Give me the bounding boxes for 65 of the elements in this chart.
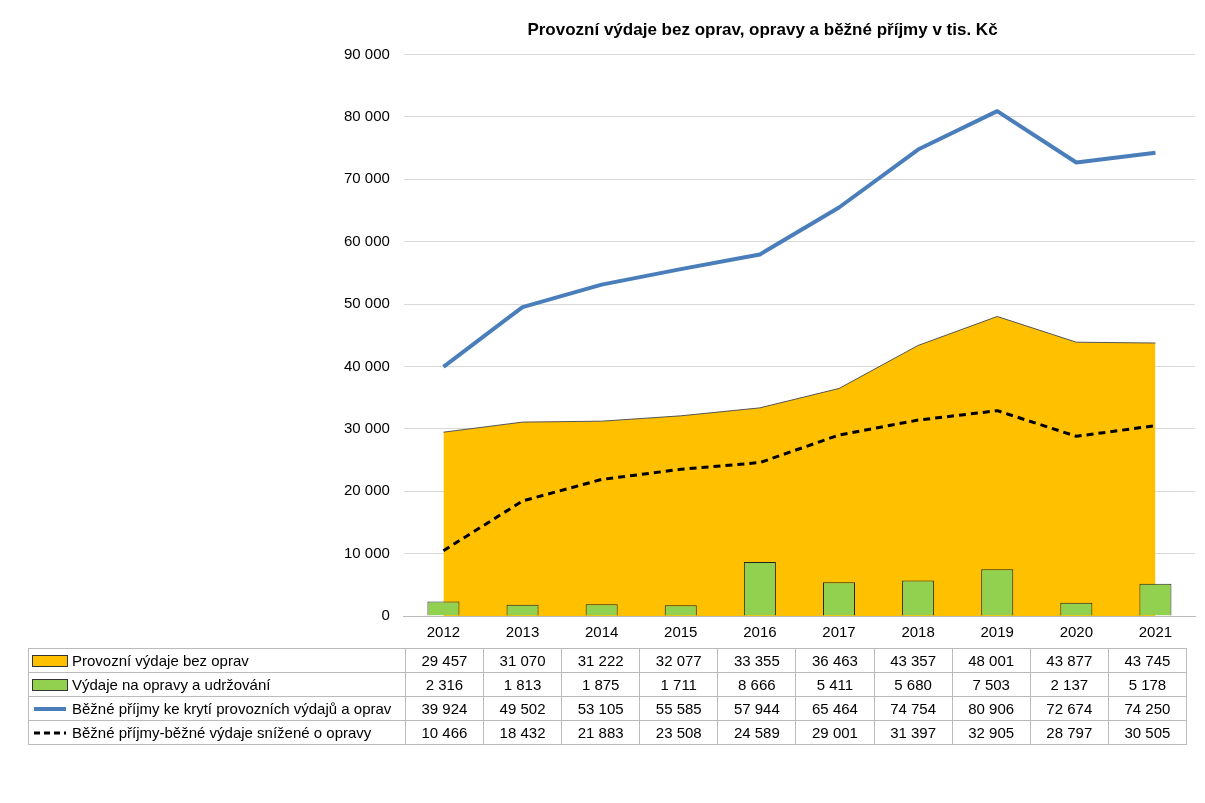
x-tick-label: 2014: [584, 623, 619, 641]
x-tick-label: 2013: [505, 623, 540, 641]
data-label: 43 745: [1108, 648, 1187, 673]
x-tick-label: 2017: [822, 623, 856, 641]
data-label: 29 457: [405, 648, 484, 673]
data-label: 30 505: [1108, 720, 1187, 745]
data-label: 48 001: [952, 648, 1031, 673]
data-label: 72 674: [1030, 696, 1109, 721]
data-label: 74 250: [1108, 696, 1187, 721]
y-tick-label: 60 000: [343, 231, 390, 249]
data-label: 80 906: [952, 696, 1031, 721]
data-label: 24 589: [717, 720, 796, 745]
y-tick-label: 90 000: [343, 44, 390, 62]
data-label: 32 905: [952, 720, 1031, 745]
data-label: 43 877: [1030, 648, 1109, 673]
data-label: 2 316: [405, 672, 484, 697]
legend-label: Běžné příjmy-běžné výdaje snížené o opravy: [72, 724, 372, 741]
data-label: 31 070: [483, 648, 562, 673]
data-label: 8 666: [717, 672, 796, 697]
data-label: 53 105: [561, 696, 640, 721]
data-label: 39 924: [405, 696, 484, 721]
data-label: 2 137: [1030, 672, 1109, 697]
data-label: 29 001: [795, 720, 875, 745]
data-label: 28 797: [1030, 720, 1109, 745]
y-tick-label: 80 000: [343, 106, 390, 124]
data-label: 65 464: [795, 696, 875, 721]
y-tick-label: 10 000: [343, 543, 390, 561]
data-label: 23 508: [639, 720, 718, 745]
data-label: 10 466: [405, 720, 484, 745]
legend-label: Výdaje na opravy a udržování: [72, 676, 271, 693]
x-tick-label: 2021: [1138, 623, 1173, 641]
data-label: 5 411: [795, 672, 875, 697]
y-tick-label: 20 000: [343, 481, 390, 499]
data-label: 5 178: [1108, 672, 1187, 697]
y-tick-label: 40 000: [343, 356, 390, 374]
data-label: 21 883: [561, 720, 640, 745]
data-label: 5 680: [874, 672, 953, 697]
x-tick-label: 2019: [980, 623, 1014, 641]
data-label: 74 754: [874, 696, 953, 721]
y-tick-label: 50 000: [343, 294, 390, 312]
chart-title: Provozní výdaje bez oprav, opravy a běžné příjmy v tis. Kč: [527, 19, 998, 39]
x-tick-label: 2015: [664, 623, 698, 641]
y-tick-label: 30 000: [343, 418, 390, 436]
data-label: 36 463: [795, 648, 875, 673]
x-tick-label: 2016: [743, 623, 777, 641]
y-tick-label: 0: [381, 606, 390, 624]
data-label: 1 875: [561, 672, 640, 697]
data-label: 31 397: [874, 720, 953, 745]
data-label: 32 077: [639, 648, 718, 673]
y-tick-label: 70 000: [343, 169, 390, 187]
x-tick-label: 2020: [1059, 623, 1094, 641]
legend-label: Provozní výdaje bez oprav: [72, 652, 249, 669]
data-label: 7 503: [952, 672, 1031, 697]
x-tick-label: 2018: [901, 623, 935, 641]
data-label: 33 355: [717, 648, 796, 673]
data-label: 55 585: [639, 696, 718, 721]
data-label: 49 502: [483, 696, 562, 721]
data-label: 31 222: [561, 648, 640, 673]
legend-label: Běžné příjmy ke krytí provozních výdajů a oprav: [72, 700, 392, 717]
data-label: 57 944: [717, 696, 796, 721]
data-label: 43 357: [874, 648, 953, 673]
data-label: 1 813: [483, 672, 562, 697]
x-tick-label: 2012: [426, 623, 461, 641]
data-label: 18 432: [483, 720, 562, 745]
data-label: 1 711: [639, 672, 718, 697]
